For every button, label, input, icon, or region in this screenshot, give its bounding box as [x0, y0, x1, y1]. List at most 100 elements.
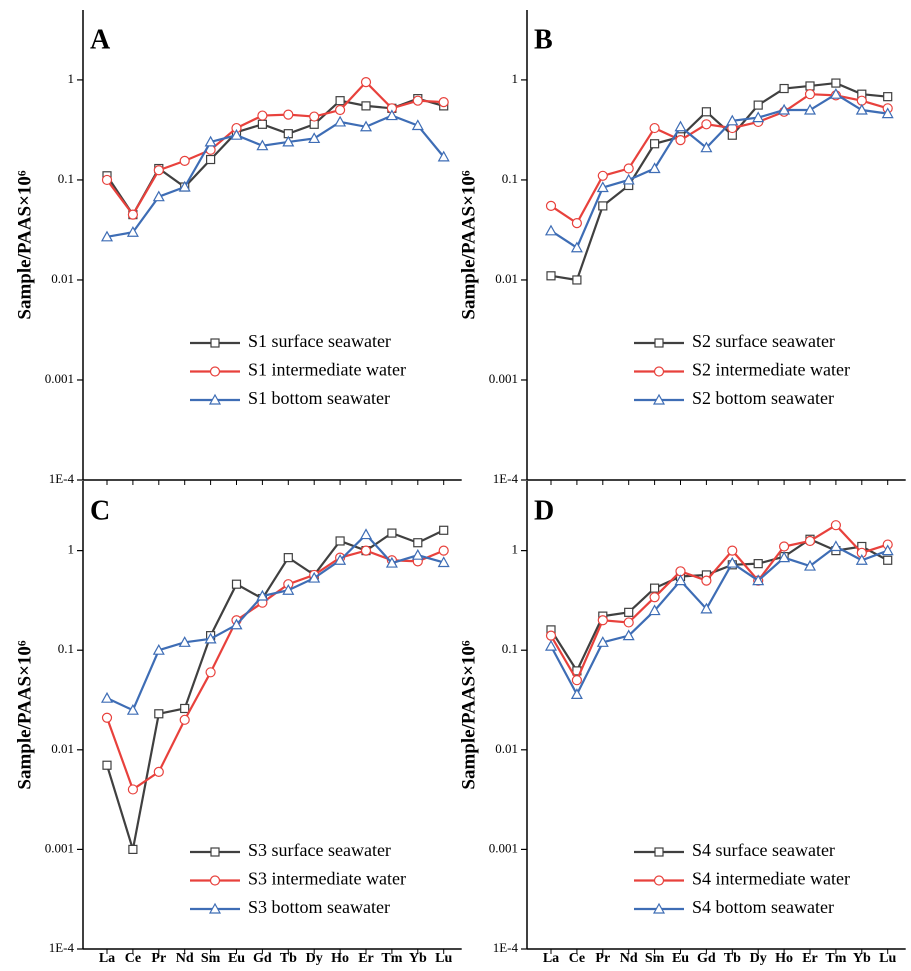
marker-square: [831, 78, 841, 88]
marker-triangle: [652, 902, 666, 914]
x-tick-label: Dy: [750, 951, 767, 966]
x-tick-label: Lu: [435, 951, 452, 966]
marker-triangle: [282, 135, 295, 147]
series-line: [106, 114, 445, 238]
marker-triangle: [152, 190, 165, 202]
marker-square: [231, 579, 242, 589]
marker-circle: [675, 135, 686, 146]
marker-square: [180, 703, 190, 714]
marker-triangle: [752, 111, 765, 123]
marker-square: [805, 81, 815, 91]
marker-circle: [778, 541, 790, 552]
panel: 1E-4 0.001 0.01 0.1 1 B Sample/PAAS×10⁶ S2 surf…: [458, 10, 906, 486]
marker-triangle: [359, 120, 373, 132]
y-tick-label: 0.01: [51, 271, 74, 286]
marker-circle: [804, 535, 816, 547]
marker-square: [206, 154, 216, 165]
series-line: [550, 538, 889, 674]
marker-circle: [360, 545, 372, 556]
x-tick-label: Ce: [125, 951, 141, 966]
marker-triangle: [411, 548, 424, 560]
x-tick-label: Er: [802, 951, 818, 966]
marker-triangle: [308, 571, 321, 583]
x-tick-label: Er: [358, 951, 374, 966]
marker-circle: [804, 89, 816, 100]
y-tick-label: 0.1: [58, 641, 74, 656]
marker-triangle: [855, 103, 868, 115]
marker-triangle: [126, 225, 139, 237]
marker-circle: [649, 592, 660, 603]
marker-triangle: [622, 629, 635, 641]
marker-triangle: [803, 559, 817, 571]
legend-label: S1 intermediate water: [248, 360, 406, 380]
marker-circle: [360, 77, 372, 88]
y-tick-label: 0.001: [489, 840, 518, 855]
panel-label: A: [90, 24, 111, 55]
series-line: [550, 81, 888, 282]
marker-triangle: [829, 87, 842, 99]
marker-triangle: [437, 556, 450, 568]
x-tick-label: Gd: [697, 951, 716, 966]
marker-circle: [653, 875, 665, 886]
marker-circle: [597, 170, 608, 181]
legend-label: S2 surface seawater: [692, 331, 835, 351]
legend-label: S4 surface seawater: [692, 840, 835, 860]
marker-square: [361, 101, 371, 111]
marker-square: [413, 538, 423, 548]
marker-triangle: [126, 703, 139, 715]
marker-circle: [438, 545, 449, 556]
y-tick-label: 1E-4: [493, 471, 519, 486]
x-tick-label: Tb: [280, 951, 297, 966]
marker-triangle: [596, 181, 609, 193]
marker-circle: [153, 165, 164, 176]
marker-triangle: [204, 135, 217, 147]
marker-triangle: [385, 556, 398, 568]
x-tick-label: Sm: [645, 951, 665, 966]
marker-triangle: [570, 688, 583, 700]
legend-label: S3 bottom seawater: [248, 897, 390, 917]
marker-circle: [623, 617, 634, 628]
y-tick-label: 1: [68, 542, 75, 557]
x-tick-label: Tb: [724, 951, 741, 966]
x-tick-label: Eu: [672, 951, 689, 966]
marker-triangle: [881, 544, 894, 556]
marker-circle: [153, 766, 164, 778]
marker-triangle: [230, 618, 243, 630]
x-tick-label: Eu: [228, 951, 245, 966]
panel-label: C: [90, 495, 110, 526]
marker-triangle: [204, 632, 217, 644]
marker-triangle: [359, 528, 373, 540]
marker-triangle: [256, 589, 269, 601]
marker-circle: [335, 104, 346, 116]
marker-circle: [653, 366, 665, 377]
marker-circle: [571, 218, 583, 229]
marker-triangle: [178, 636, 191, 647]
marker-circle: [101, 174, 113, 186]
marker-circle: [205, 667, 216, 678]
series-line: [106, 532, 444, 712]
marker-triangle: [256, 139, 269, 151]
marker-square: [210, 847, 220, 857]
y-tick-label: 1E-4: [49, 471, 75, 486]
marker-square: [546, 271, 556, 281]
marker-square: [128, 844, 138, 855]
marker-square: [649, 139, 660, 149]
marker-triangle: [778, 103, 791, 115]
marker-triangle: [881, 107, 894, 119]
marker-triangle: [700, 602, 713, 614]
legend-label: S3 intermediate water: [248, 869, 406, 889]
marker-square: [335, 536, 345, 546]
y-tick-label: 1: [512, 542, 519, 557]
marker-square: [387, 528, 397, 538]
panel: 1E-4 0.001 0.01 0.1 1 La Ce Pr Nd Sm Eu Gd Tb Dy Ho Er T…: [458, 481, 906, 966]
y-tick-label: 0.01: [495, 271, 518, 286]
marker-triangle: [385, 109, 398, 121]
x-tick-label: La: [99, 951, 115, 966]
marker-circle: [179, 155, 190, 166]
marker-square: [883, 92, 893, 102]
marker-triangle: [100, 691, 114, 703]
marker-triangle: [208, 902, 222, 914]
marker-square: [572, 275, 582, 285]
marker-square: [154, 709, 164, 719]
marker-triangle: [726, 556, 739, 568]
